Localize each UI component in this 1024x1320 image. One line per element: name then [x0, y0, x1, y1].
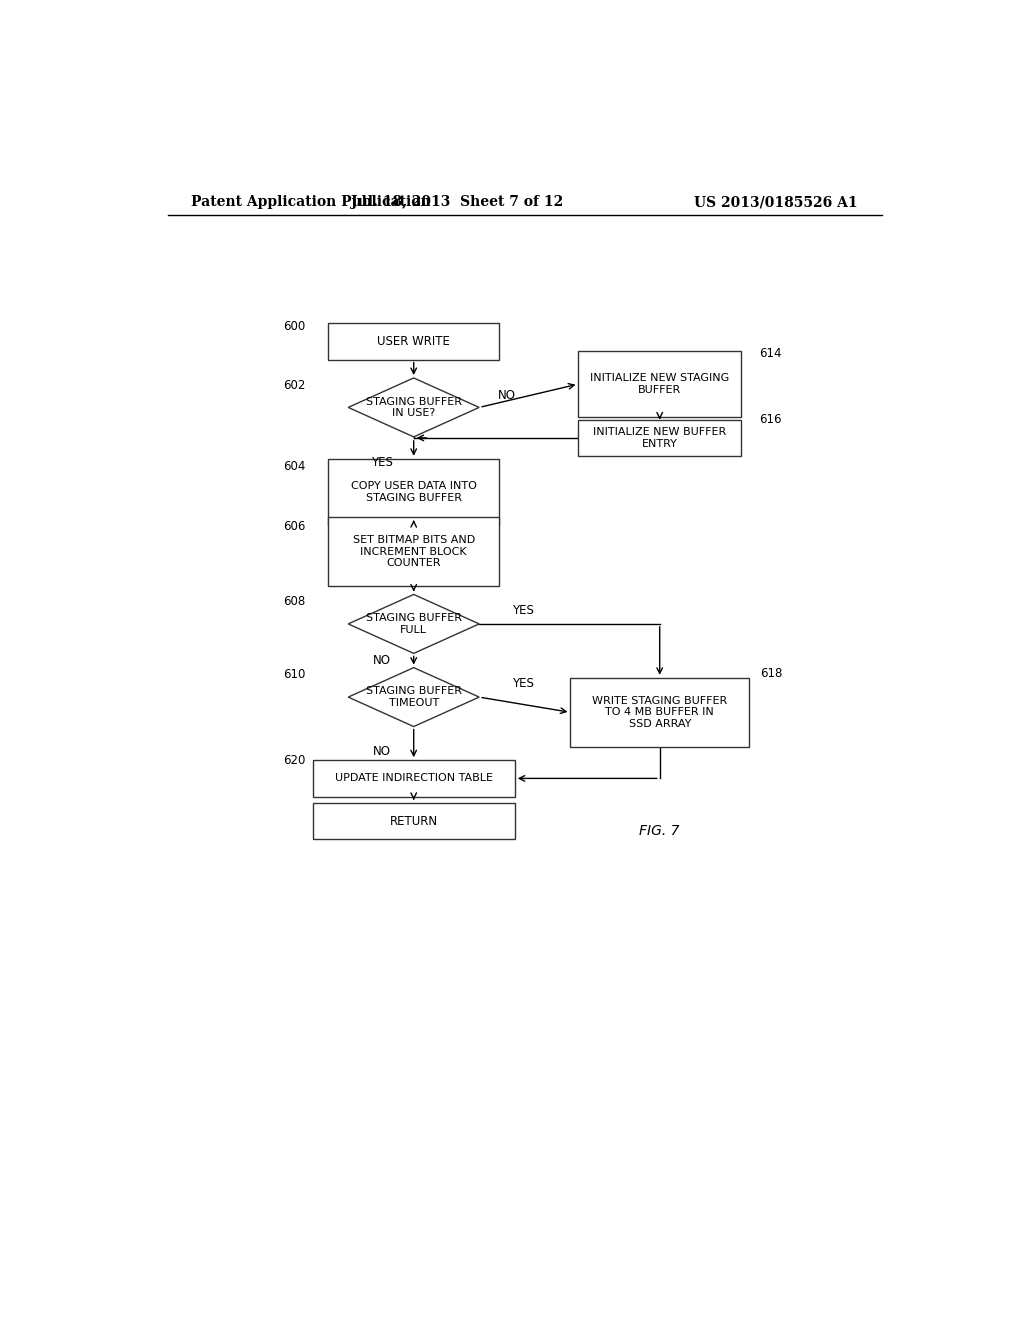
Text: WRITE STAGING BUFFER
TO 4 MB BUFFER IN
SSD ARRAY: WRITE STAGING BUFFER TO 4 MB BUFFER IN S…: [592, 696, 727, 729]
FancyBboxPatch shape: [579, 420, 741, 457]
Polygon shape: [348, 668, 479, 726]
Text: NO: NO: [498, 388, 516, 401]
FancyBboxPatch shape: [579, 351, 741, 417]
Text: NO: NO: [373, 746, 391, 759]
Text: 604: 604: [284, 459, 306, 473]
Text: US 2013/0185526 A1: US 2013/0185526 A1: [694, 195, 858, 209]
Text: USER WRITE: USER WRITE: [377, 335, 451, 348]
FancyBboxPatch shape: [312, 760, 515, 797]
Text: INITIALIZE NEW STAGING
BUFFER: INITIALIZE NEW STAGING BUFFER: [590, 374, 729, 395]
FancyBboxPatch shape: [329, 517, 499, 586]
Text: Patent Application Publication: Patent Application Publication: [191, 195, 431, 209]
Polygon shape: [348, 594, 479, 653]
Text: Jul. 18, 2013  Sheet 7 of 12: Jul. 18, 2013 Sheet 7 of 12: [351, 195, 563, 209]
FancyBboxPatch shape: [329, 323, 499, 359]
Text: SET BITMAP BITS AND
INCREMENT BLOCK
COUNTER: SET BITMAP BITS AND INCREMENT BLOCK COUN…: [352, 535, 475, 569]
Text: 610: 610: [284, 668, 306, 681]
Text: 620: 620: [284, 754, 306, 767]
Text: FIG. 7: FIG. 7: [639, 824, 680, 838]
Text: 602: 602: [284, 379, 306, 392]
Text: YES: YES: [371, 455, 393, 469]
Text: YES: YES: [512, 605, 534, 618]
Text: 616: 616: [760, 413, 782, 426]
Polygon shape: [348, 378, 479, 437]
Text: 606: 606: [284, 520, 306, 533]
Text: COPY USER DATA INTO
STAGING BUFFER: COPY USER DATA INTO STAGING BUFFER: [351, 480, 476, 503]
FancyBboxPatch shape: [329, 459, 499, 525]
FancyBboxPatch shape: [312, 803, 515, 840]
Text: STAGING BUFFER
TIMEOUT: STAGING BUFFER TIMEOUT: [366, 686, 462, 708]
Text: UPDATE INDIRECTION TABLE: UPDATE INDIRECTION TABLE: [335, 774, 493, 783]
Text: YES: YES: [512, 677, 534, 690]
Text: STAGING BUFFER
IN USE?: STAGING BUFFER IN USE?: [366, 396, 462, 418]
Text: 608: 608: [284, 595, 306, 609]
Text: RETURN: RETURN: [390, 814, 437, 828]
Text: 614: 614: [760, 347, 782, 360]
Text: STAGING BUFFER
FULL: STAGING BUFFER FULL: [366, 612, 462, 635]
FancyBboxPatch shape: [570, 677, 749, 747]
Text: INITIALIZE NEW BUFFER
ENTRY: INITIALIZE NEW BUFFER ENTRY: [593, 428, 726, 449]
Text: 600: 600: [284, 319, 306, 333]
Text: 618: 618: [760, 667, 782, 680]
Text: NO: NO: [373, 653, 391, 667]
